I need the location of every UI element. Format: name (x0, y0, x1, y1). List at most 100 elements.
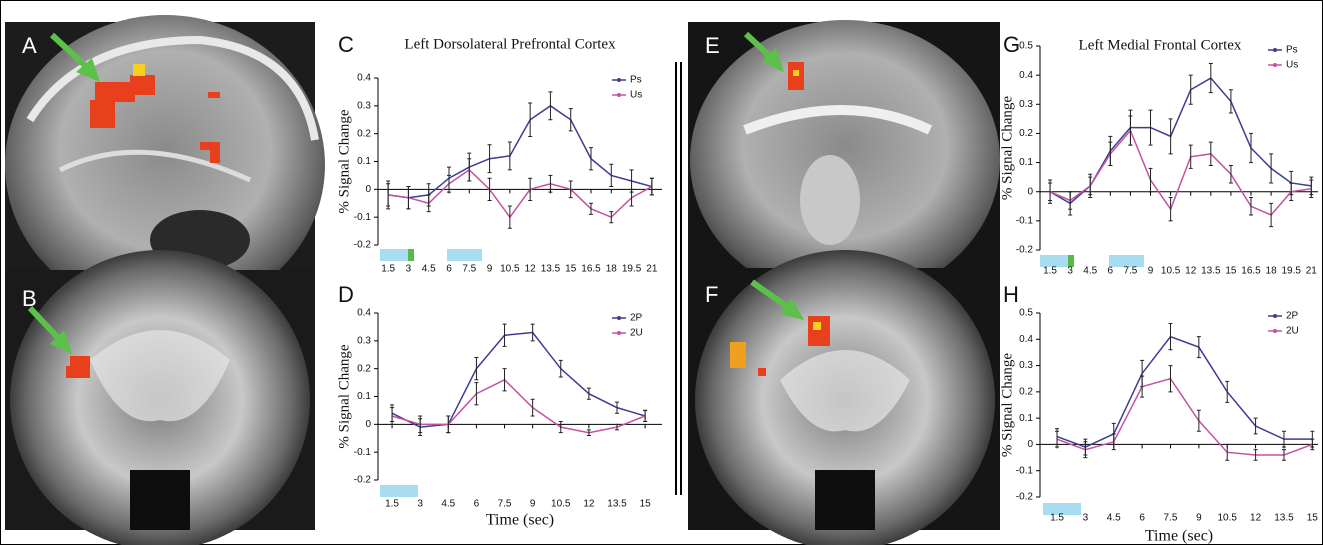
error-bar (474, 358, 478, 380)
legend-marker (617, 93, 621, 97)
y-tick-label: 0.3 (1019, 360, 1033, 371)
legend-label: 2U (630, 328, 643, 339)
x-tick-label: 6 (1139, 513, 1145, 524)
x-axis-label: Time (sec) (1145, 528, 1213, 545)
error-bar (1169, 198, 1173, 221)
legend-marker (1273, 329, 1277, 333)
y-tick-label: 0.2 (1019, 128, 1033, 139)
error-bar (559, 360, 563, 377)
x-tick-label: 4.5 (1083, 266, 1097, 277)
y-tick-label: 0.1 (1019, 413, 1033, 424)
legend-label: 2U (1286, 326, 1299, 337)
y-tick-label: 0.3 (357, 335, 371, 346)
x-tick-label: 10.5 (1217, 513, 1237, 524)
y-tick-label: -0.2 (1016, 245, 1034, 256)
x-tick-label: 18 (1266, 266, 1278, 277)
series-line (1057, 379, 1312, 455)
x-tick-label: 16.5 (1241, 266, 1261, 277)
y-axis-label: % Signal Change (999, 353, 1015, 457)
x-tick-label: 13.5 (1201, 266, 1221, 277)
y-tick-label: -0.1 (354, 212, 372, 223)
error-bar (531, 399, 535, 416)
x-tick-label: 12 (1250, 513, 1262, 524)
image-panel-b (5, 250, 315, 545)
error-bar (528, 103, 532, 136)
x-tick-label: 6 (1108, 266, 1114, 277)
panel-letter: A (22, 33, 37, 58)
x-tick-label: 10.5 (551, 499, 571, 510)
panel-letter: B (22, 286, 37, 311)
x-tick-label: 3 (1067, 266, 1073, 277)
x-tick-label: 13.5 (607, 499, 627, 510)
series-line (392, 332, 645, 427)
series-line (1050, 131, 1311, 216)
x-tick-label: 21 (1306, 266, 1318, 277)
y-tick-label: 0.2 (357, 128, 371, 139)
x-tick-label: 12 (525, 264, 537, 275)
legend-label: Us (1286, 60, 1298, 71)
legend-label: 2P (630, 313, 643, 324)
x-tick-label: 3 (406, 264, 412, 275)
figure: A B E F CLeft Dorsolateral Prefrontal Co… (0, 0, 1323, 545)
y-tick-label: 0.2 (1019, 386, 1033, 397)
x-tick-label: 7.5 (1123, 266, 1137, 277)
x-tick-label: 12 (583, 499, 595, 510)
error-bar (569, 109, 573, 131)
legend-marker (1273, 48, 1277, 52)
x-tick-label: 21 (646, 264, 658, 275)
y-axis-label: % Signal Change (999, 96, 1015, 200)
error-bar (1128, 116, 1132, 145)
x-tick-label: 7.5 (498, 499, 512, 510)
y-tick-label: -0.1 (1016, 215, 1034, 226)
x-tick-label: 12 (1185, 266, 1197, 277)
x-tick-label: 7.5 (1164, 513, 1178, 524)
x-tick-label: 13.5 (541, 264, 561, 275)
panel-letter: H (1003, 282, 1019, 307)
x-tick-label: 15 (1225, 266, 1237, 277)
y-axis-label: % Signal Change (336, 109, 352, 213)
x-tick-label: 7.5 (462, 264, 476, 275)
panel-letter: E (705, 33, 720, 58)
x-tick-label: 10.5 (1161, 266, 1181, 277)
error-bar (548, 92, 552, 120)
y-tick-label: 0 (365, 419, 371, 430)
x-tick-label: 1.5 (1043, 266, 1057, 277)
error-bar (1229, 165, 1233, 182)
x-tick-label: 10.5 (500, 264, 520, 275)
y-tick-label: 0 (1027, 186, 1033, 197)
x-tick-label: 6 (446, 264, 452, 275)
x-tick-label: 3 (1083, 513, 1089, 524)
legend-label: Ps (1286, 45, 1298, 56)
legend-marker (617, 331, 621, 335)
x-tick-label: 9 (1148, 266, 1154, 277)
x-tick-label: 4.5 (441, 499, 455, 510)
y-tick-label: 0.4 (1019, 334, 1033, 345)
y-tick-label: -0.2 (354, 475, 372, 486)
legend-marker (617, 78, 621, 82)
legend-marker (1273, 314, 1277, 318)
series-line (1057, 337, 1312, 447)
error-bar (1229, 90, 1233, 113)
error-bar (1249, 133, 1253, 162)
chart-title: Left Medial Frontal Cortex (1079, 37, 1242, 53)
panel-letter: C (338, 32, 354, 57)
page: {"image_panels": ["A", "B", "E", "F"], "… (0, 0, 1323, 545)
y-tick-label: -0.2 (1016, 492, 1034, 503)
y-tick-label: -0.2 (354, 240, 372, 251)
error-bar (467, 159, 471, 181)
error-bar (508, 206, 512, 228)
legend-label: 2P (1286, 311, 1299, 322)
y-tick-label: -0.1 (354, 447, 372, 458)
error-bar (1149, 168, 1153, 191)
y-tick-label: 0 (1027, 439, 1033, 450)
x-tick-label: 3 (417, 499, 423, 510)
y-tick-label: 0.4 (357, 308, 371, 319)
legend-marker (617, 316, 621, 320)
x-tick-label: 1.5 (1050, 513, 1064, 524)
x-tick-label: 13.5 (1274, 513, 1294, 524)
x-tick-label: 19.5 (1281, 266, 1301, 277)
x-tick-label: 9 (530, 499, 536, 510)
x-tick-label: 9 (487, 264, 493, 275)
x-tick-label: 1.5 (385, 499, 399, 510)
y-tick-label: 0.1 (357, 391, 371, 402)
